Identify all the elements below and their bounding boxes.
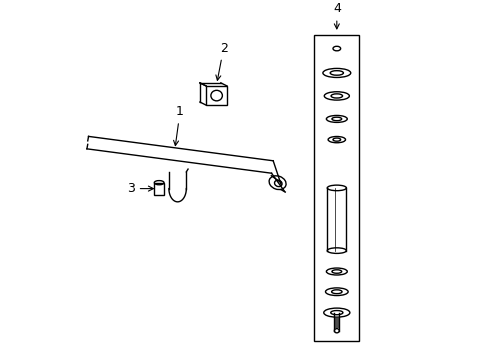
Bar bbox=[206, 86, 226, 105]
Text: 1: 1 bbox=[173, 105, 183, 145]
Text: 4: 4 bbox=[332, 3, 340, 29]
Bar bbox=[154, 183, 163, 194]
Bar bbox=[313, 35, 359, 341]
Text: 3: 3 bbox=[126, 182, 153, 195]
Text: 2: 2 bbox=[215, 42, 227, 80]
